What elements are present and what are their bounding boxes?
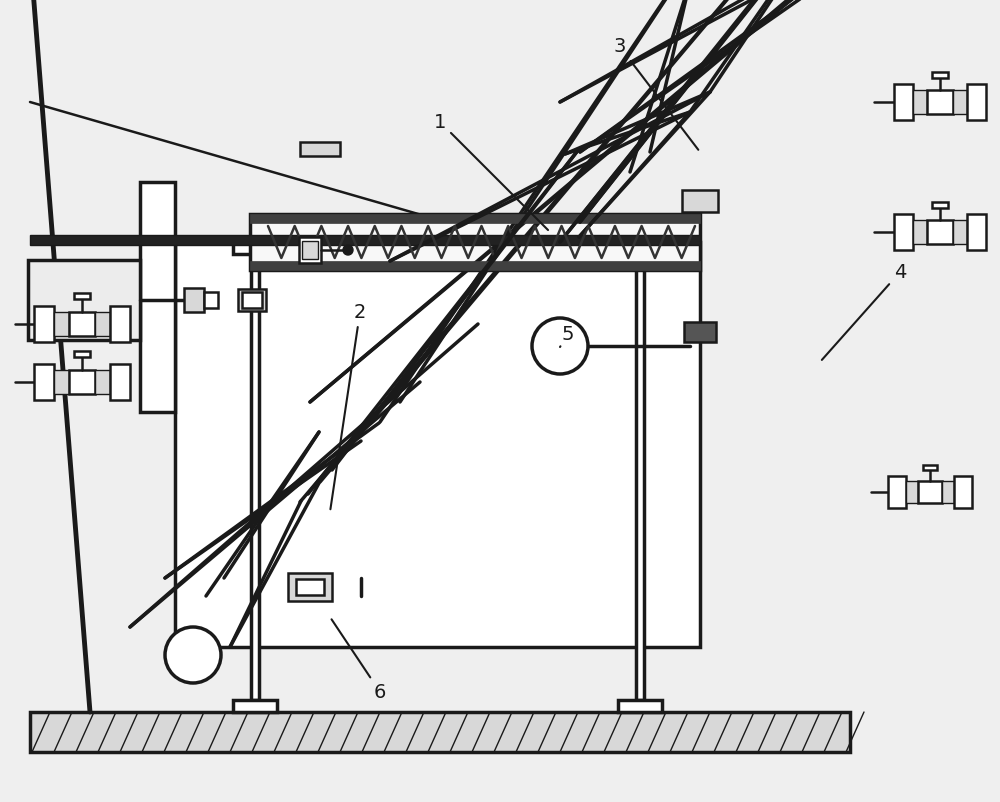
Circle shape	[165, 627, 221, 683]
Bar	[932, 201, 948, 208]
Bar	[296, 579, 324, 595]
Bar	[927, 220, 953, 244]
Bar	[184, 288, 204, 312]
Bar	[927, 90, 953, 114]
Text: 1: 1	[434, 112, 548, 230]
Bar	[967, 84, 986, 119]
Bar	[95, 312, 110, 336]
Bar	[250, 214, 700, 270]
Bar	[618, 242, 662, 254]
Bar	[242, 292, 262, 308]
Text: 5: 5	[560, 325, 574, 347]
Bar	[300, 142, 340, 156]
Circle shape	[532, 318, 588, 374]
Bar	[953, 220, 967, 244]
Bar	[233, 700, 277, 712]
Text: 6: 6	[332, 619, 386, 702]
Bar	[913, 90, 927, 114]
Circle shape	[343, 245, 353, 255]
Bar	[251, 254, 259, 700]
Bar	[906, 481, 918, 503]
Bar	[250, 214, 700, 223]
Bar	[140, 182, 175, 412]
Bar	[34, 364, 54, 400]
Text: 3: 3	[614, 38, 698, 150]
Bar	[684, 322, 716, 342]
Bar	[888, 476, 906, 508]
Bar	[967, 214, 986, 249]
Bar	[110, 306, 130, 342]
Bar	[954, 476, 972, 508]
Bar	[299, 237, 321, 263]
Bar	[913, 220, 927, 244]
Bar	[175, 242, 700, 647]
Bar	[30, 712, 850, 752]
Bar	[238, 289, 266, 311]
Bar	[204, 292, 218, 308]
Bar	[953, 90, 967, 114]
Bar	[942, 481, 954, 503]
Bar	[54, 370, 69, 395]
Bar	[894, 214, 913, 249]
Bar	[233, 242, 277, 254]
Text: 4: 4	[822, 262, 906, 360]
Bar	[95, 370, 110, 395]
Bar	[918, 481, 942, 503]
Bar	[30, 235, 700, 245]
Bar	[74, 293, 90, 299]
Bar	[74, 350, 90, 358]
Bar	[28, 260, 140, 340]
Bar	[618, 700, 662, 712]
Bar	[110, 364, 130, 400]
Bar	[636, 254, 644, 700]
Bar	[288, 573, 332, 601]
Bar	[682, 190, 718, 212]
Bar	[34, 306, 54, 342]
Bar	[54, 312, 69, 336]
Bar	[250, 261, 700, 270]
Bar	[923, 464, 937, 471]
Bar	[302, 241, 318, 259]
Bar	[894, 84, 913, 119]
Text: 2: 2	[330, 302, 366, 509]
Bar	[932, 71, 948, 78]
Bar	[69, 370, 95, 395]
Bar	[69, 312, 95, 336]
